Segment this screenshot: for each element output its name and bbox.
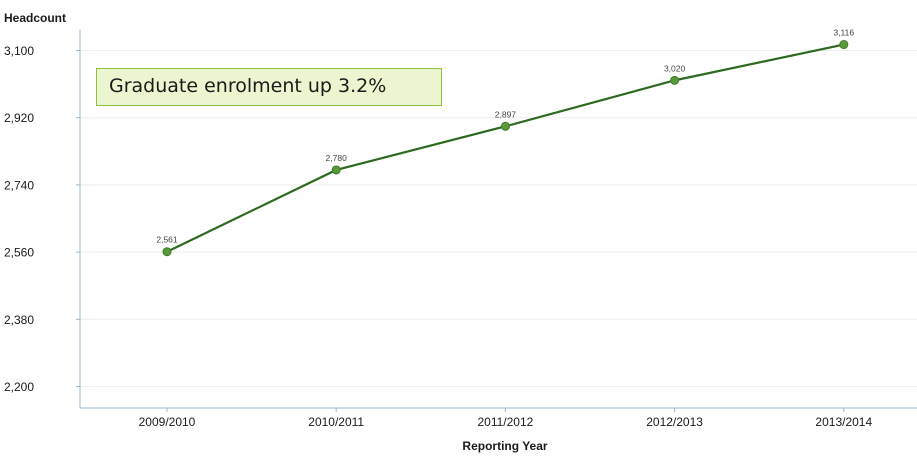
x-tick-label: 2009/2010 — [139, 415, 196, 429]
series-group: 2,561 2,780 2,897 3,020 3,116 — [156, 28, 854, 257]
data-point — [331, 165, 341, 175]
data-label: 2,561 — [156, 235, 178, 245]
data-label: 3,020 — [664, 63, 686, 73]
y-tick-label: 2,740 — [4, 178, 34, 192]
data-label: 3,116 — [833, 28, 854, 38]
data-point — [162, 247, 172, 257]
y-tick-label: 2,380 — [4, 313, 34, 327]
x-tick-label: 2013/2014 — [815, 415, 872, 429]
data-point — [839, 40, 849, 50]
y-tick-label: 2,920 — [4, 111, 34, 125]
gridlines — [80, 50, 917, 387]
x-axis-ticks: 2009/2010 2010/2011 2011/2012 2012/2013 2013… — [139, 408, 872, 429]
x-tick-label: 2010/2011 — [308, 415, 364, 429]
y-tick-label: 3,100 — [4, 44, 34, 58]
x-tick-label: 2012/2013 — [646, 415, 703, 429]
y-axis-title: Headcount — [4, 11, 66, 25]
y-tick-label: 2,560 — [4, 246, 34, 260]
x-axis-title: Reporting Year — [462, 439, 547, 453]
data-point — [670, 75, 680, 85]
annotation-box: Graduate enrolment up 3.2% — [96, 68, 442, 106]
x-tick-label: 2011/2012 — [477, 415, 533, 429]
y-tick-label: 2,200 — [4, 380, 34, 394]
y-axis-ticks: 2,200 2,380 2,560 2,740 2,920 3,100 — [4, 44, 80, 394]
data-label: 2,897 — [495, 109, 517, 119]
data-point — [500, 121, 510, 131]
data-label: 2,780 — [326, 153, 348, 163]
